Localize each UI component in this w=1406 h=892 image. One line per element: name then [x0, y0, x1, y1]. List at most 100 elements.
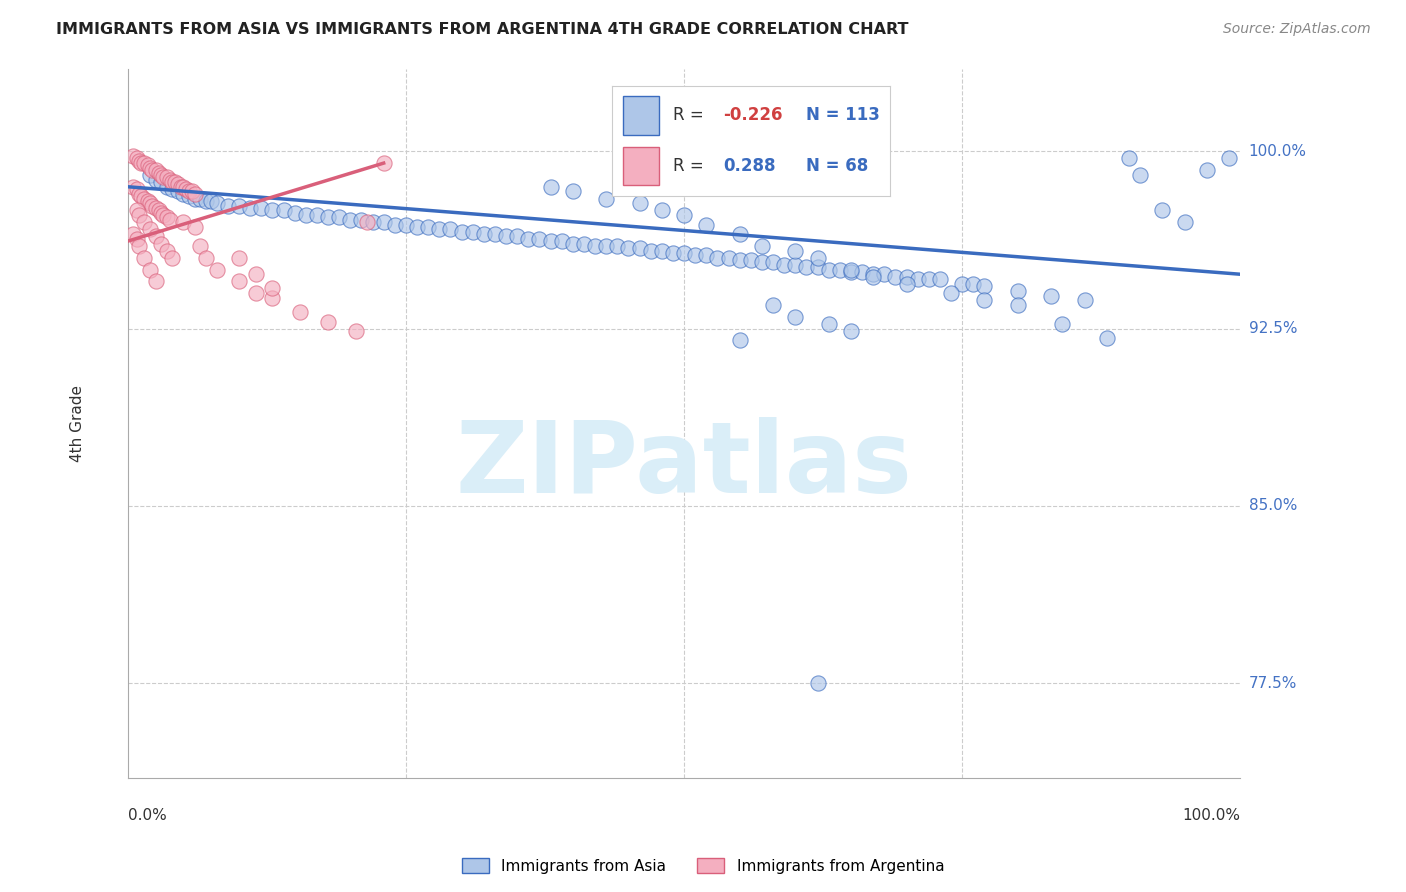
Point: [262, 203, 284, 218]
Point: [662, 246, 685, 260]
Point: [228, 199, 250, 213]
Point: [150, 168, 173, 182]
Point: [973, 293, 995, 308]
Point: [129, 189, 152, 203]
Point: [145, 172, 167, 186]
Point: [181, 185, 204, 199]
Point: [617, 241, 640, 255]
Point: [640, 244, 662, 258]
Point: [162, 175, 184, 189]
Point: [156, 211, 179, 225]
Point: [162, 182, 184, 196]
Point: [595, 239, 617, 253]
Point: [484, 227, 506, 241]
Point: [839, 265, 862, 279]
Point: [194, 194, 217, 208]
Point: [939, 286, 962, 301]
Point: [239, 201, 262, 215]
Point: [166, 178, 188, 192]
Point: [141, 199, 163, 213]
Point: [406, 219, 429, 234]
Point: [862, 269, 884, 284]
Point: [139, 161, 162, 175]
Point: [418, 219, 440, 234]
Point: [628, 241, 651, 255]
Point: [1007, 284, 1029, 298]
Point: [139, 222, 162, 236]
Point: [896, 277, 918, 291]
Point: [156, 179, 179, 194]
Point: [695, 248, 717, 262]
Point: [572, 236, 595, 251]
Point: [728, 227, 751, 241]
Point: [828, 262, 851, 277]
Text: 0.0%: 0.0%: [128, 808, 166, 823]
Point: [1174, 215, 1197, 229]
Point: [785, 258, 807, 272]
Point: [506, 229, 529, 244]
Point: [128, 153, 150, 168]
Point: [145, 163, 167, 178]
Point: [540, 234, 562, 248]
Point: [1218, 152, 1240, 166]
Point: [172, 215, 194, 229]
Point: [606, 239, 628, 253]
Point: [205, 196, 228, 211]
Point: [785, 310, 807, 324]
Point: [294, 208, 316, 222]
Point: [1095, 331, 1118, 345]
Point: [166, 185, 188, 199]
Point: [245, 286, 267, 301]
Point: [163, 175, 186, 189]
Point: [461, 225, 484, 239]
Point: [156, 244, 179, 258]
Point: [128, 208, 150, 222]
Point: [122, 179, 145, 194]
Point: [839, 324, 862, 338]
Point: [284, 206, 307, 220]
Point: [156, 170, 179, 185]
Point: [773, 258, 796, 272]
Point: [152, 208, 174, 222]
Point: [1152, 203, 1174, 218]
Point: [139, 262, 162, 277]
Point: [583, 239, 606, 253]
Point: [134, 251, 156, 265]
Point: [950, 277, 973, 291]
Point: [472, 227, 495, 241]
Point: [540, 179, 562, 194]
Point: [128, 186, 150, 201]
Point: [683, 248, 706, 262]
Point: [973, 279, 995, 293]
Point: [762, 298, 785, 312]
Point: [150, 236, 173, 251]
Point: [673, 208, 696, 222]
Point: [550, 234, 572, 248]
Point: [918, 272, 941, 286]
Point: [150, 206, 173, 220]
Point: [188, 239, 211, 253]
Point: [785, 244, 807, 258]
Point: [896, 269, 918, 284]
Point: [194, 251, 217, 265]
Point: [817, 317, 839, 331]
Point: [427, 222, 450, 236]
Point: [495, 229, 517, 244]
Point: [134, 215, 156, 229]
Point: [695, 218, 717, 232]
Text: 92.5%: 92.5%: [1249, 321, 1298, 336]
Point: [200, 194, 222, 208]
Point: [907, 272, 929, 286]
Point: [122, 227, 145, 241]
Point: [796, 260, 818, 274]
Point: [150, 175, 173, 189]
Point: [862, 267, 884, 281]
Point: [651, 203, 673, 218]
Point: [122, 149, 145, 163]
Point: [177, 185, 200, 199]
Point: [228, 251, 250, 265]
Point: [806, 251, 828, 265]
Point: [316, 211, 339, 225]
Point: [152, 170, 174, 185]
Point: [728, 334, 751, 348]
